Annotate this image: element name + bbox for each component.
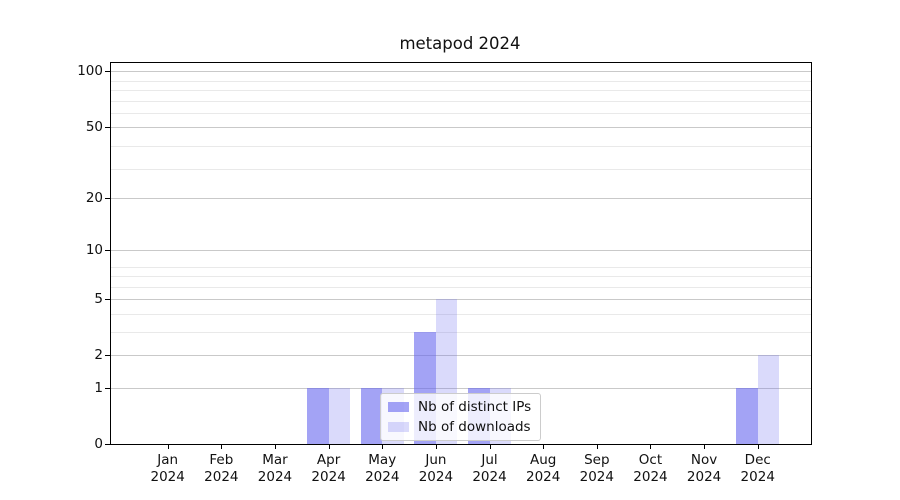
legend-entry-downloads: Nb of downloads — [388, 419, 531, 435]
x-tick-year: 2024 — [418, 469, 454, 485]
x-tick-year: 2024 — [633, 469, 668, 485]
legend-swatch-downloads — [388, 422, 409, 432]
gridline-minor — [111, 286, 811, 288]
y-tick-mark — [105, 71, 111, 73]
gridline-major — [111, 126, 811, 128]
gridline-minor — [111, 100, 811, 102]
x-tick-month: Sep — [584, 452, 610, 468]
y-tick-label: 0 — [94, 436, 103, 452]
x-tick-month: Dec — [744, 452, 771, 468]
x-tick-label: Mar 2024 — [245, 452, 305, 486]
y-tick-label: 10 — [85, 242, 103, 259]
y-tick-mark — [105, 444, 111, 445]
y-tick-label: 2 — [94, 347, 103, 364]
legend-entry-distinct-ips: Nb of distinct IPs — [388, 399, 531, 415]
gridline-major — [111, 355, 811, 357]
x-tick-mark — [489, 444, 491, 449]
x-tick-year: 2024 — [740, 469, 775, 485]
gridline-minor — [111, 169, 811, 171]
gridline-minor — [111, 314, 811, 316]
gridline-minor — [111, 276, 811, 278]
chart-title: metapod 2024 — [399, 34, 521, 53]
x-tick-month: Mar — [262, 452, 288, 468]
x-tick-label: Aug 2024 — [513, 452, 573, 486]
x-tick-mark — [543, 444, 545, 449]
x-tick-label: Jun 2024 — [406, 452, 466, 486]
x-tick-mark — [757, 444, 759, 449]
x-tick-year: 2024 — [472, 469, 507, 485]
y-tick-mark — [105, 388, 111, 390]
x-tick-year: 2024 — [579, 469, 614, 485]
y-tick-mark — [105, 250, 111, 252]
x-tick-year: 2024 — [686, 469, 722, 485]
gridline-major — [111, 250, 811, 252]
x-tick-month: Apr — [316, 452, 341, 468]
x-tick-mark — [382, 444, 384, 449]
gridline-major — [111, 388, 811, 390]
y-tick-label: 50 — [85, 118, 103, 135]
x-tick-mark — [328, 444, 330, 449]
x-tick-mark — [650, 444, 652, 449]
legend-label-downloads: Nb of downloads — [418, 419, 531, 435]
x-tick-month: Jan — [157, 452, 179, 468]
gridline-minor — [111, 80, 811, 82]
x-tick-label: Nov 2024 — [674, 452, 734, 486]
x-tick-month: Oct — [638, 452, 663, 468]
gridline-minor — [111, 90, 811, 92]
x-tick-year: 2024 — [365, 469, 400, 485]
x-tick-year: 2024 — [257, 469, 293, 485]
y-tick-label: 100 — [77, 63, 103, 80]
legend: Nb of distinct IPs Nb of downloads — [380, 393, 542, 441]
x-tick-year: 2024 — [150, 469, 185, 485]
x-tick-label: Sep 2024 — [567, 452, 627, 486]
bar-distinct-ips-may — [360, 388, 383, 444]
x-tick-label: Jan 2024 — [138, 452, 198, 486]
y-tick-mark — [105, 126, 111, 128]
x-tick-month: Feb — [209, 452, 234, 468]
bar-distinct-ips-dec — [736, 388, 758, 444]
x-tick-mark — [167, 444, 169, 449]
gridline-minor — [111, 332, 811, 334]
gridline-major — [111, 198, 811, 200]
x-tick-label: Apr 2024 — [299, 452, 359, 486]
legend-swatch-distinct-ips — [388, 402, 409, 412]
plot-area: Nb of distinct IPs Nb of downloads 0 1 2 5 1… — [77, 62, 812, 485]
y-tick-label: 20 — [85, 190, 103, 207]
x-tick-mark — [435, 444, 437, 449]
x-tick-year: 2024 — [525, 469, 561, 485]
x-tick-label: Dec 2024 — [728, 452, 788, 486]
bar-downloads-dec — [757, 355, 780, 444]
x-tick-month: Aug — [529, 452, 557, 468]
x-tick-label: Jul 2024 — [460, 452, 520, 486]
x-tick-label: Feb 2024 — [191, 452, 251, 486]
x-tick-month: Nov — [690, 452, 718, 468]
gridline-minor — [111, 113, 811, 115]
x-tick-month: Jun — [425, 452, 447, 468]
y-tick-mark — [105, 355, 111, 357]
bar-downloads-apr — [328, 388, 351, 444]
x-tick-label: Oct 2024 — [620, 452, 680, 486]
x-tick-mark — [596, 444, 598, 449]
gridline-major — [111, 71, 811, 73]
y-tick-mark — [105, 299, 111, 301]
x-tick-month: Jul — [481, 452, 498, 468]
gridline-minor — [111, 266, 811, 268]
x-tick-mark — [274, 444, 276, 449]
x-tick-mark — [704, 444, 706, 449]
gridline-minor — [111, 146, 811, 148]
y-tick-label: 1 — [94, 380, 103, 397]
x-tick-month: May — [368, 452, 397, 468]
bar-distinct-ips-apr — [307, 388, 329, 444]
x-tick-mark — [221, 444, 223, 449]
legend-label-distinct-ips: Nb of distinct IPs — [418, 399, 532, 415]
x-tick-label: May 2024 — [352, 452, 412, 486]
y-tick-mark — [105, 198, 111, 200]
y-tick-label: 5 — [94, 291, 103, 308]
x-tick-year: 2024 — [311, 469, 346, 485]
gridline-major — [111, 299, 811, 301]
x-tick-year: 2024 — [204, 469, 239, 485]
